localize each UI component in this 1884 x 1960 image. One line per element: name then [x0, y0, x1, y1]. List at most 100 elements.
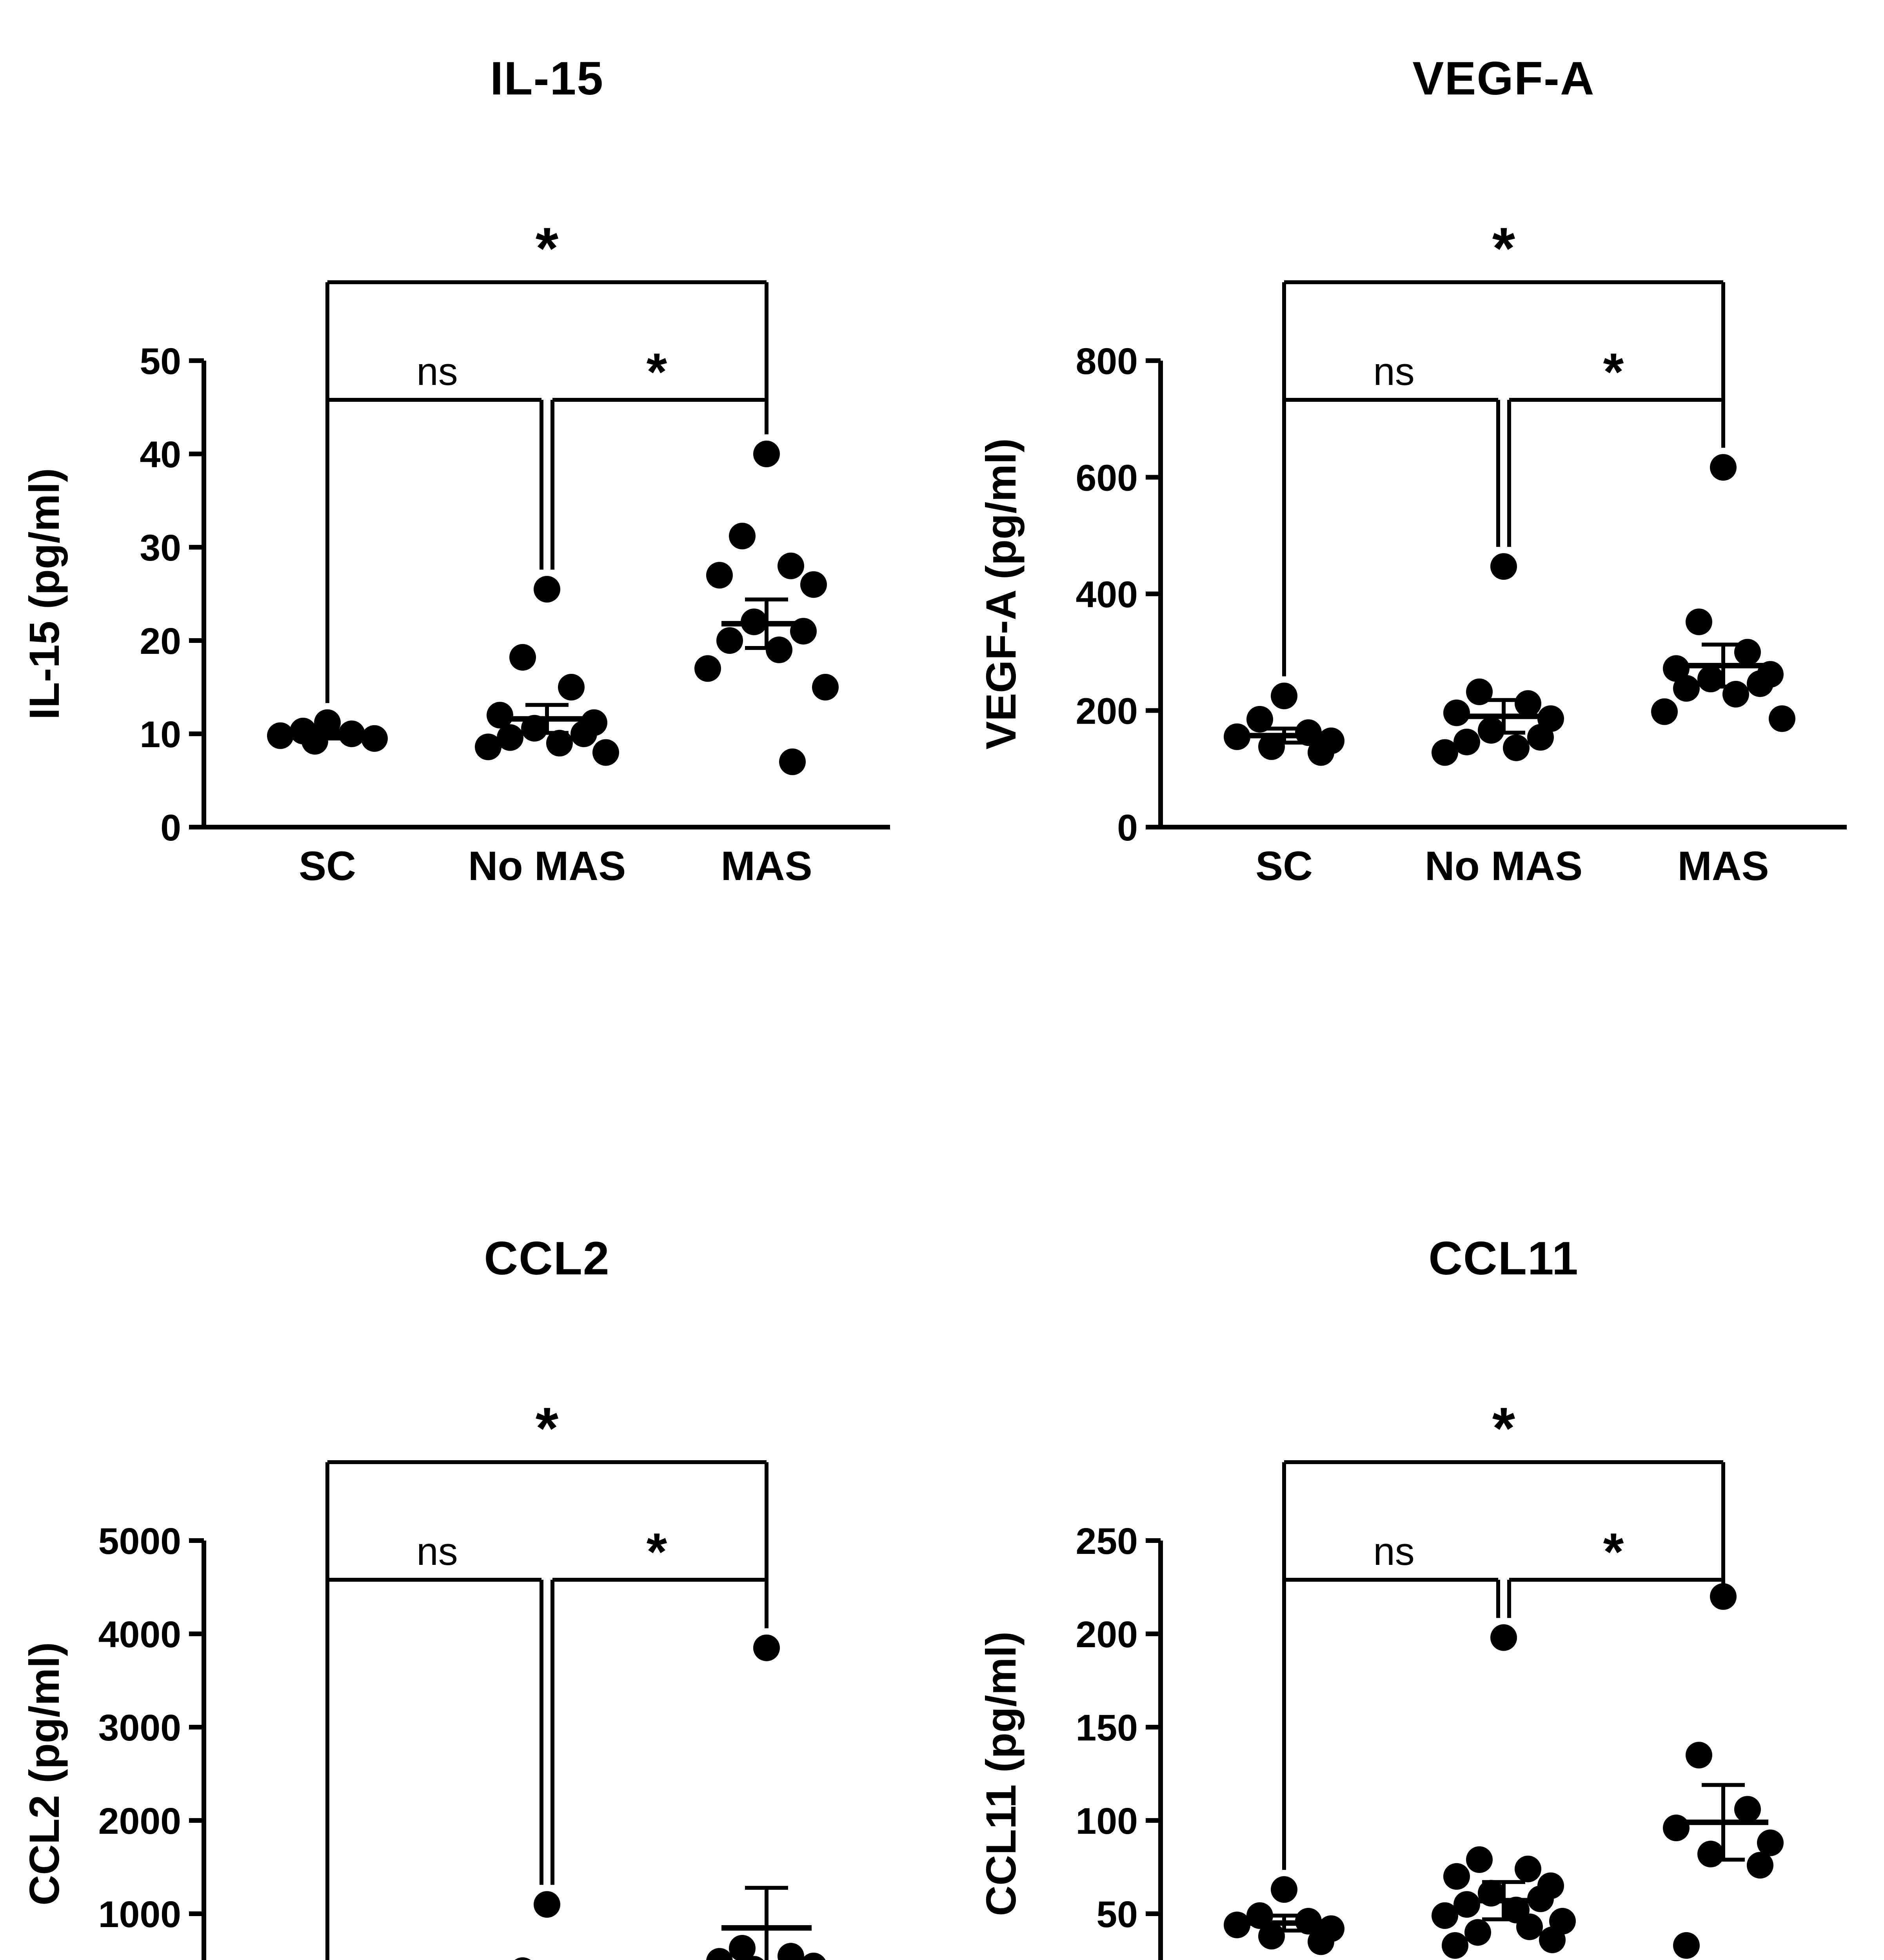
y-tick-label: 10 — [140, 714, 181, 755]
data-point — [798, 1958, 809, 1960]
data-point — [1697, 1840, 1724, 1867]
data-point — [753, 1634, 780, 1661]
sig-label: ns — [416, 350, 458, 394]
data-point — [1464, 1919, 1491, 1946]
y-tick-label: 4000 — [98, 1614, 181, 1655]
group-label: MAS — [1677, 843, 1769, 889]
y-tick-label: 0 — [160, 807, 181, 849]
panel-il15: IL-15 0 10 20 30 40 50 IL-15 (pg/ml) SC No MAS MA… — [16, 47, 910, 921]
data-point — [1258, 1923, 1285, 1950]
group-label: MAS — [721, 843, 812, 889]
y-tick-label: 30 — [140, 527, 181, 569]
data-point — [1527, 724, 1554, 751]
data-point — [1686, 608, 1712, 635]
data-point — [694, 655, 721, 682]
sig-label: * — [1603, 342, 1624, 401]
y-tick-label: 1000 — [98, 1894, 181, 1935]
data-point — [1432, 739, 1458, 766]
data-point — [1757, 1829, 1784, 1857]
group-label: SC — [299, 843, 356, 889]
y-tick-label: 200 — [1076, 691, 1138, 732]
y-tick-label: 150 — [1076, 1707, 1138, 1749]
chart-title-il15: IL-15 — [490, 52, 604, 105]
data-point — [267, 722, 294, 749]
y-tick-label: 40 — [140, 434, 181, 475]
y-tick-label: 20 — [140, 621, 181, 662]
data-point — [1453, 1891, 1480, 1918]
data-point — [558, 674, 585, 701]
data-point — [753, 441, 780, 467]
data-point — [514, 1957, 531, 1960]
chart-title-ccl2: CCL2 — [484, 1232, 610, 1285]
sig-label: * — [1492, 1395, 1515, 1461]
data-point — [778, 1943, 804, 1960]
data-point — [497, 724, 523, 751]
data-point — [1539, 1926, 1566, 1953]
sig-label: * — [536, 215, 559, 281]
y-tick-label: 2000 — [98, 1800, 181, 1842]
data-point — [509, 644, 536, 671]
y-tick-label: 250 — [1076, 1521, 1138, 1562]
data-point — [706, 1948, 733, 1960]
y-tick-label: 5000 — [98, 1521, 181, 1562]
y-tick-label: 50 — [1096, 1894, 1138, 1935]
data-point — [1258, 733, 1285, 760]
data-point — [1466, 1846, 1493, 1873]
y-tick-label: 3000 — [98, 1707, 181, 1749]
y-tick-label: 100 — [1076, 1800, 1138, 1842]
data-point — [546, 730, 573, 757]
group-label: No MAS — [468, 843, 626, 889]
data-point — [1443, 699, 1470, 726]
data-point — [1224, 1911, 1250, 1938]
y-tick-label: 50 — [140, 341, 181, 382]
chart-title-vegfa: VEGF-A — [1412, 52, 1595, 105]
sig-label: ns — [1373, 1530, 1415, 1573]
data-point — [779, 748, 806, 775]
data-point — [1308, 1928, 1334, 1955]
sig-label: ns — [416, 1530, 458, 1573]
chart-title-ccl11: CCL11 — [1428, 1232, 1579, 1285]
data-point — [1734, 1796, 1761, 1823]
y-axis-label: VEGF-A (pg/ml) — [977, 438, 1025, 750]
data-point — [534, 1891, 560, 1918]
group-label: SC — [1255, 843, 1313, 889]
data-point — [1271, 1876, 1297, 1903]
data-point — [1490, 1624, 1517, 1651]
data-point — [1747, 670, 1773, 697]
y-tick-label: 800 — [1076, 341, 1138, 382]
data-point — [729, 523, 756, 550]
data-point — [1673, 675, 1700, 702]
data-point — [1515, 690, 1541, 717]
data-point — [1651, 698, 1678, 725]
sig-label: * — [1603, 1522, 1624, 1581]
sig-label: ns — [1373, 350, 1415, 394]
data-point — [1710, 454, 1737, 481]
y-axis-label: IL-15 (pg/ml) — [20, 468, 68, 720]
data-point — [361, 725, 388, 752]
data-point — [1478, 717, 1504, 744]
y-tick-label: 400 — [1076, 574, 1138, 615]
data-point — [570, 720, 597, 747]
data-point — [1224, 723, 1250, 750]
data-point — [744, 1956, 764, 1960]
data-point — [487, 702, 513, 729]
data-point — [1503, 734, 1530, 761]
data-point — [1453, 728, 1480, 755]
data-point — [1769, 705, 1795, 732]
y-tick-label: 200 — [1076, 1614, 1138, 1655]
y-tick-label: 600 — [1076, 457, 1138, 499]
panel-ccl2: CCL2 010002000300040005000CCL2 (pg/ml)SC… — [16, 1227, 910, 1960]
data-point — [1295, 719, 1322, 746]
data-point — [1686, 1742, 1712, 1769]
data-point — [1710, 1583, 1737, 1610]
data-point — [1308, 739, 1334, 766]
data-point — [1673, 1932, 1700, 1959]
data-point — [1663, 1815, 1690, 1842]
vegfa-scatter-chart: 0 200 400 600 800 VEGF-A (pg/ml) SC No MAS MAS * n… — [977, 215, 1847, 889]
sig-label: * — [1492, 215, 1515, 281]
y-axis-label: CCL11 (pg/ml) — [977, 1632, 1025, 1916]
il15-scatter-chart: 0 10 20 30 40 50 IL-15 (pg/ml) SC No MAS MAS * ns * — [20, 215, 890, 889]
